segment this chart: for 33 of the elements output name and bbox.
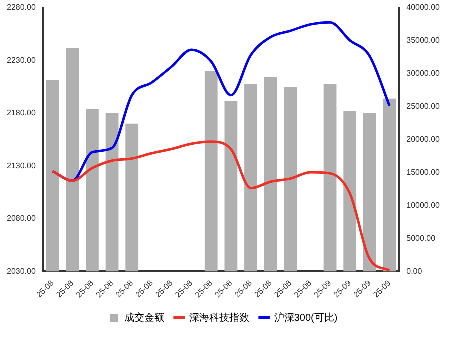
bar (324, 84, 337, 272)
y2-tick-label: 30000.00 (406, 68, 441, 78)
legend-label: 成交金额 (124, 312, 164, 324)
y2-tick-label: 25000.00 (406, 102, 441, 111)
y2-tick-label: 35000.00 (406, 36, 441, 45)
bar (264, 77, 278, 272)
bar (224, 102, 238, 272)
bar (344, 111, 357, 272)
y2-tick-label: 15000.00 (406, 168, 441, 177)
y-tick-label: 2030.00 (6, 266, 36, 276)
bar (126, 124, 139, 272)
bar (383, 98, 396, 272)
bar (244, 84, 258, 272)
line-series (52, 140, 391, 272)
bar (204, 71, 218, 272)
y2-tick-label: 10000.00 (406, 200, 441, 210)
y-tick-label: 2280.00 (6, 3, 36, 12)
y-tick-label: 2230.00 (6, 56, 36, 65)
bar (363, 113, 376, 272)
bar (66, 48, 80, 272)
y-tick-label: 2180.00 (6, 108, 36, 118)
bar (106, 113, 119, 272)
y2-tick-label: 0.00 (406, 266, 423, 276)
legend-label: 深海科技指数 (189, 312, 250, 324)
bar (284, 86, 298, 272)
legend-label: 沪深300(可比) (274, 312, 338, 324)
y-tick-label: 2080.00 (6, 214, 36, 224)
y-tick-label: 2130.00 (6, 161, 36, 170)
y2-tick-label: 40000.00 (406, 3, 441, 12)
bar (46, 80, 60, 272)
y2-tick-label: 20000.00 (406, 134, 441, 144)
y2-tick-label: 5000.00 (406, 234, 436, 243)
bar (86, 109, 99, 272)
